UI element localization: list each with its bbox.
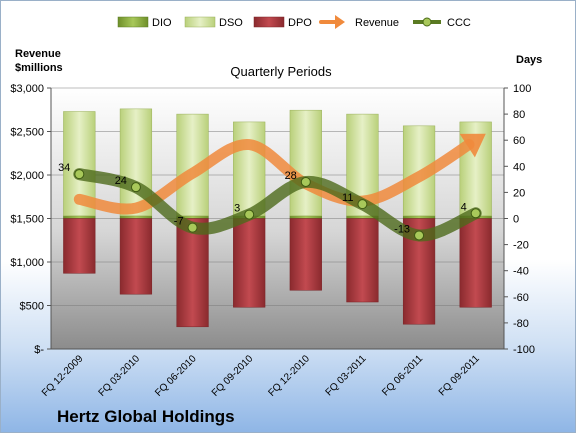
left-tick-label: $3,000 — [10, 83, 44, 95]
bar-dso — [233, 121, 266, 217]
ccc-data-label: -13 — [394, 223, 410, 235]
legend-dio-label: DIO — [152, 17, 172, 29]
bar-dpo — [289, 218, 322, 291]
legend-ccc-marker-icon — [413, 17, 441, 27]
left-axis-title-line1: Revenue — [15, 48, 61, 60]
revenue-arrowhead — [459, 133, 486, 158]
bar-series — [63, 108, 492, 328]
right-tick-label: -80 — [513, 318, 529, 330]
right-tick-label: 60 — [513, 135, 525, 147]
right-tick-label: -60 — [513, 292, 529, 304]
bar-dpo — [176, 218, 209, 328]
right-tick-label: 80 — [513, 109, 525, 121]
bar-dio — [289, 215, 322, 219]
category-label: FQ 03-2010 — [97, 353, 143, 399]
left-axis-title-line2: $millions — [15, 62, 63, 74]
company-name: Hertz Global Holdings — [57, 407, 235, 426]
left-tick-label: $- — [34, 344, 44, 356]
right-tick-label: -20 — [513, 240, 529, 252]
bar-dio — [63, 215, 96, 219]
category-label: FQ 06-2010 — [153, 353, 199, 399]
legend-dio-swatch — [117, 16, 149, 28]
ccc-point — [244, 209, 255, 220]
bar-dpo — [119, 218, 153, 295]
revenue-series — [73, 133, 486, 215]
legend-revenue-label: Revenue — [355, 17, 399, 29]
category-label: FQ 06-2011 — [380, 353, 425, 398]
legend-dpo-swatch — [253, 16, 285, 28]
category-label: FQ 09-2011 — [437, 353, 482, 398]
legend-dso-label: DSO — [219, 17, 243, 29]
left-tick-label: $2,500 — [10, 127, 44, 139]
ccc-data-label: -7 — [174, 216, 184, 228]
left-tick-label: $1,500 — [10, 214, 44, 226]
right-tick-label: -100 — [513, 344, 535, 356]
category-label: FQ 03-2011 — [324, 353, 369, 398]
left-tick-label: $500 — [20, 301, 44, 313]
ccc-point — [187, 222, 198, 233]
bar-dso — [289, 109, 322, 217]
legend-revenue-arrow-icon — [319, 15, 345, 29]
left-tick-label: $1,000 — [10, 257, 44, 269]
ccc-point — [300, 176, 311, 187]
bar-dio — [119, 215, 153, 219]
chart-subtitle: Quarterly Periods — [230, 64, 332, 79]
ccc-point — [357, 199, 368, 210]
right-tick-label: -40 — [513, 266, 529, 278]
bar-dpo — [346, 218, 379, 303]
ccc-point — [414, 230, 425, 241]
legend: DIO DSO DPO Revenue CCC — [117, 15, 471, 29]
right-axis-title: Days — [516, 54, 542, 66]
ccc-data-label: 28 — [285, 170, 297, 182]
ccc-data-label: 11 — [342, 192, 353, 204]
category-label: FQ 09-2010 — [210, 353, 256, 399]
bar-dpo — [459, 218, 492, 308]
right-tick-label: 0 — [513, 214, 519, 226]
legend-dso-swatch — [184, 16, 216, 28]
ccc-data-label: 24 — [115, 175, 127, 187]
bar-dpo — [63, 218, 96, 274]
right-tick-label: 20 — [513, 187, 525, 199]
ccc-series: 34 24 -7 3 28 11 -13 4 — [58, 162, 482, 242]
ccc-line — [73, 168, 482, 242]
ccc-point — [130, 182, 141, 193]
legend-dpo-label: DPO — [288, 17, 312, 29]
category-label: FQ 12-2009 — [40, 353, 86, 399]
bar-dio — [402, 215, 436, 219]
category-label: FQ 12-2010 — [266, 353, 312, 399]
ccc-data-label: 4 — [461, 201, 467, 213]
ccc-data-label: 3 — [234, 203, 240, 215]
right-tick-label: 40 — [513, 161, 525, 173]
bar-dpo — [233, 218, 266, 308]
right-tick-label: 100 — [513, 83, 531, 95]
ccc-point — [74, 169, 85, 180]
ccc-point — [470, 208, 481, 219]
legend-ccc-label: CCC — [447, 17, 471, 29]
revenue-line — [73, 139, 475, 215]
left-tick-label: $2,000 — [10, 170, 44, 182]
ccc-data-label: 34 — [58, 162, 70, 174]
